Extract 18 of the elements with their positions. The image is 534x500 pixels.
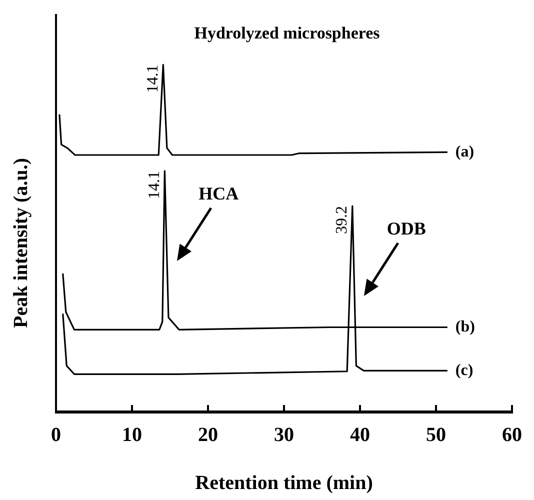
chart-title: Hydrolyzed microspheres: [194, 23, 380, 42]
series-label: (a): [455, 143, 474, 160]
x-tick-label: 30: [274, 424, 294, 446]
annotation: 14.1: [144, 64, 162, 93]
annotation: ODB: [386, 218, 426, 239]
x-tick-label: 60: [502, 424, 522, 446]
annotation: 39.2: [334, 206, 351, 234]
y-axis-title: Peak intensity (a.u.): [10, 158, 32, 328]
x-tick-label: 40: [350, 424, 370, 446]
x-tick-label: 50: [426, 424, 446, 446]
annotation: HCA: [198, 184, 239, 204]
x-tick-label: 10: [122, 424, 142, 446]
x-axis-title: Retention time (min): [195, 472, 373, 494]
x-tick-label: 0: [51, 424, 61, 446]
series-label: (b): [455, 318, 475, 336]
series-label: (c): [455, 362, 474, 379]
x-tick-label: 20: [198, 424, 218, 446]
annotation: 14.1: [146, 170, 163, 199]
